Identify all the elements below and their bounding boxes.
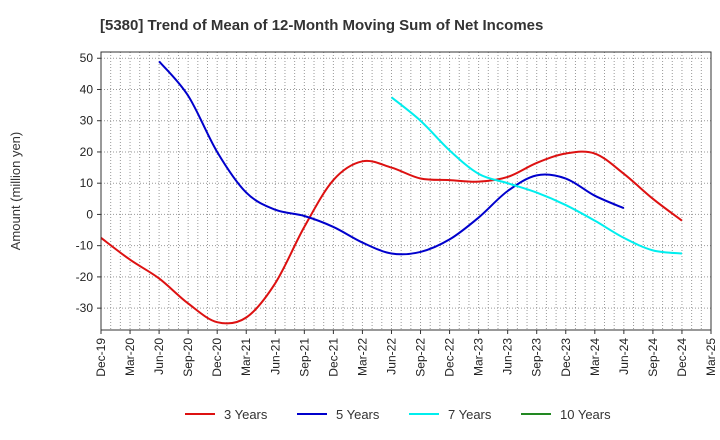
x-tick-label: Jun-24 — [617, 338, 631, 375]
y-tick-label: 30 — [80, 114, 94, 128]
plot-frame — [100, 51, 712, 331]
series-layer — [100, 60, 683, 325]
x-tick-label: Mar-22 — [355, 338, 369, 376]
x-tick-label: Mar-24 — [588, 338, 602, 376]
x-tick-label: Mar-21 — [239, 338, 253, 376]
legend-label-3-years: 3 Years — [224, 407, 268, 422]
x-tick-label: Jun-21 — [268, 338, 282, 375]
x-tick-label: Dec-22 — [443, 338, 457, 377]
y-tick-label: 50 — [80, 51, 94, 65]
x-tick-label: Dec-24 — [675, 338, 689, 377]
y-axis-label: Amount (million yen) — [8, 132, 23, 251]
x-tick-label: Sep-23 — [530, 338, 544, 377]
x-tick-label: Jun-22 — [384, 338, 398, 375]
y-tick-label: -10 — [76, 239, 94, 253]
legend: 3 Years 5 Years 7 Years 10 Years — [185, 407, 611, 422]
y-tick-label: -30 — [76, 301, 94, 315]
x-tick-label: Dec-20 — [210, 338, 224, 377]
legend-label-7-years: 7 Years — [448, 407, 492, 422]
legend-label-5-years: 5 Years — [336, 407, 380, 422]
x-tick-label: Mar-25 — [704, 338, 718, 376]
x-tick-label: Jun-20 — [152, 338, 166, 375]
x-tick-label: Sep-22 — [414, 338, 428, 377]
y-tick-label: -20 — [76, 270, 94, 284]
y-tick-label: 20 — [80, 145, 94, 159]
x-tick-label: Jun-23 — [501, 338, 515, 375]
x-tick-label: Mar-20 — [123, 338, 137, 376]
series-line-7-years — [390, 96, 683, 255]
y-tick-label: 10 — [80, 176, 94, 190]
y-axis-ticks: 50 40 30 20 10 0 -10 -20 -30 — [76, 51, 101, 315]
grid — [101, 52, 711, 330]
series-line-3-years — [100, 150, 683, 325]
series-line-5-years — [158, 60, 625, 256]
legend-label-10-years: 10 Years — [560, 407, 611, 422]
x-tick-label: Sep-24 — [646, 338, 660, 377]
y-tick-label: 0 — [86, 207, 93, 221]
x-tick-label: Dec-19 — [94, 338, 108, 377]
y-tick-label: 40 — [80, 82, 94, 96]
x-tick-label: Mar-23 — [472, 338, 486, 376]
x-axis-ticks: Dec-19 Mar-20 Jun-20 Sep-20 Dec-20 Mar-21 Jun-… — [94, 330, 718, 377]
chart-title: [5380] Trend of Mean of 12-Month Moving … — [100, 17, 543, 34]
x-tick-label: Dec-23 — [559, 338, 573, 377]
x-tick-label: Dec-21 — [326, 338, 340, 377]
x-tick-label: Sep-21 — [297, 338, 311, 377]
x-tick-label: Sep-20 — [181, 338, 195, 377]
